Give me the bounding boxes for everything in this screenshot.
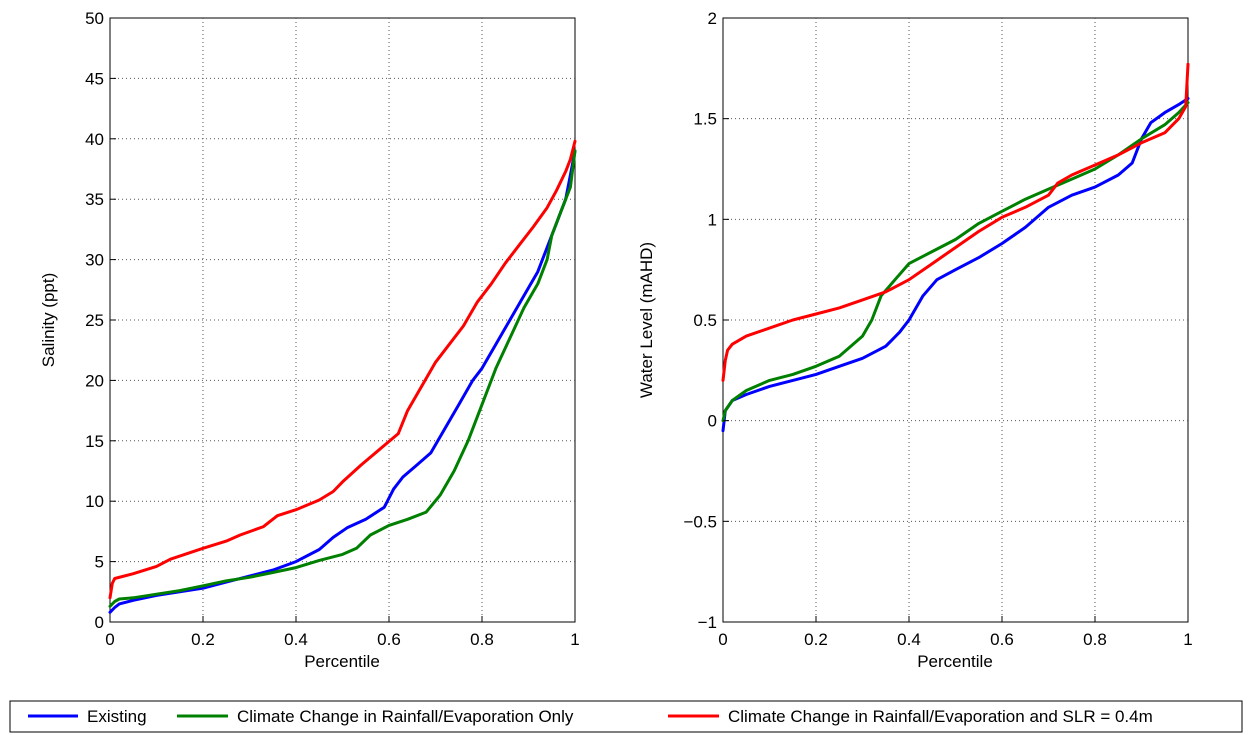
salinity-y-tick-label: 5	[95, 553, 104, 572]
salinity-series-line-2	[108, 139, 577, 600]
legend: Existing Climate Change in Rainfall/Evap…	[9, 700, 1243, 733]
salinity-grid	[110, 18, 575, 622]
water-level-chart: 0 0.2 0.4 0.6 0.8 1 −1 −0.5 0 0.5 1 1.5 2 Percentil…	[637, 9, 1193, 671]
water-level-y-tick-label: 1	[708, 210, 717, 229]
water-level-x-tick-label: 0.2	[804, 630, 828, 649]
water-level-x-tick-label: 0	[718, 630, 727, 649]
salinity-series	[108, 139, 577, 614]
water-level-y-tick-label: −0.5	[683, 512, 717, 531]
water-level-x-axis-label: Percentile	[917, 652, 993, 671]
water-level-y-tick-label: −1	[698, 613, 717, 632]
water-level-x-tick-label: 0.6	[990, 630, 1014, 649]
salinity-y-tick-label: 50	[85, 9, 104, 28]
salinity-y-tick-label: 20	[85, 371, 104, 390]
salinity-chart: 0 0.2 0.4 0.6 0.8 1 0 5 10 15 20 25 30 35 40 45 50 Perc…	[39, 9, 580, 671]
water-level-series	[721, 62, 1190, 433]
salinity-x-tick-label: 0.6	[377, 630, 401, 649]
water-level-x-tick-label: 0.4	[897, 630, 921, 649]
legend-label-climate-change: Climate Change in Rainfall/Evaporation O…	[237, 707, 574, 726]
salinity-y-tick-label: 25	[85, 311, 104, 330]
water-level-series-line-2	[721, 62, 1190, 382]
water-level-y-tick-label: 2	[708, 9, 717, 28]
salinity-x-tick-label: 0.2	[191, 630, 215, 649]
salinity-y-axis-label: Salinity (ppt)	[39, 273, 58, 367]
water-level-y-axis-label: Water Level (mAHD)	[637, 242, 656, 398]
salinity-series-line-1	[108, 149, 577, 608]
salinity-y-tick-label: 45	[85, 69, 104, 88]
water-level-grid	[723, 18, 1188, 622]
water-level-x-tick-label: 1	[1183, 630, 1192, 649]
salinity-x-ticks: 0 0.2 0.4 0.6 0.8 1	[105, 616, 580, 649]
salinity-y-tick-label: 10	[85, 492, 104, 511]
salinity-y-tick-label: 40	[85, 130, 104, 149]
salinity-y-tick-label: 30	[85, 251, 104, 270]
water-level-y-tick-label: 1.5	[693, 110, 717, 129]
salinity-y-tick-label: 35	[85, 190, 104, 209]
salinity-y-ticks: 0 5 10 15 20 25 30 35 40 45 50	[85, 9, 116, 632]
legend-label-climate-change-slr: Climate Change in Rainfall/Evaporation a…	[728, 707, 1153, 726]
salinity-x-tick-label: 0.4	[284, 630, 308, 649]
water-level-y-tick-label: 0	[708, 412, 717, 431]
water-level-y-tick-label: 0.5	[693, 311, 717, 330]
water-level-x-ticks: 0 0.2 0.4 0.6 0.8 1	[718, 616, 1193, 649]
salinity-x-tick-label: 0	[105, 630, 114, 649]
salinity-y-tick-label: 15	[85, 432, 104, 451]
water-level-series-line-0	[721, 97, 1190, 433]
salinity-x-tick-label: 1	[570, 630, 579, 649]
salinity-x-axis-label: Percentile	[304, 652, 380, 671]
salinity-y-tick-label: 0	[95, 613, 104, 632]
water-level-x-tick-label: 0.8	[1083, 630, 1107, 649]
salinity-x-tick-label: 0.8	[470, 630, 494, 649]
water-level-y-ticks: −1 −0.5 0 0.5 1 1.5 2	[683, 9, 729, 632]
legend-label-existing: Existing	[87, 707, 147, 726]
salinity-series-line-0	[108, 149, 577, 614]
